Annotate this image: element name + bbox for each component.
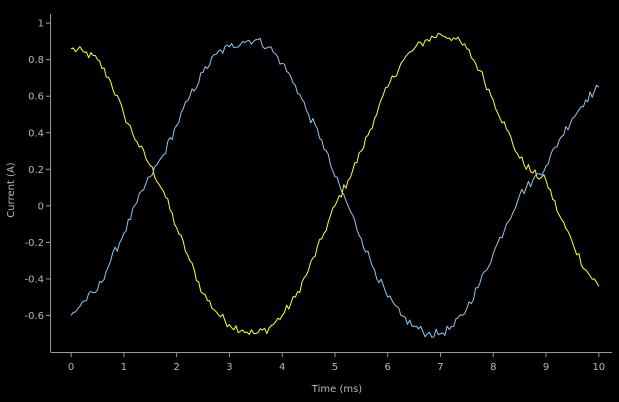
- y-tick-label: 0.8: [28, 55, 44, 66]
- y-tick-label: 0.4: [28, 128, 44, 139]
- x-tick-label: 3: [226, 362, 232, 373]
- x-tick-label: 0: [68, 362, 74, 373]
- y-tick-label: 0.2: [28, 165, 44, 176]
- x-tick-label: 4: [279, 362, 285, 373]
- y-ticks: -0.6 -0.4 -0.2 0 0.2 0.4 0.6 0.8 1: [24, 19, 50, 322]
- x-tick-label: 8: [490, 362, 496, 373]
- series-line-2: [70, 37, 600, 338]
- y-tick-label: -0.4: [24, 274, 44, 285]
- y-tick-label: -0.2: [24, 238, 44, 249]
- x-ticks: 0 1 2 3 4 5 6 7 8 9 10: [68, 352, 605, 373]
- x-tick-label: 7: [437, 362, 443, 373]
- y-tick-label: 1: [38, 19, 44, 30]
- x-tick-label: 10: [592, 362, 605, 373]
- x-tick-label: 2: [173, 362, 179, 373]
- x-tick-label: 1: [121, 362, 127, 373]
- x-tick-label: 9: [543, 362, 549, 373]
- y-axis-title: Current (A): [6, 162, 17, 217]
- axes: [50, 14, 612, 353]
- x-tick-label: 6: [385, 362, 391, 373]
- x-tick-label: 5: [332, 362, 338, 373]
- x-axis-title: Time (ms): [311, 384, 363, 395]
- y-tick-label: 0.6: [28, 92, 44, 103]
- series-layer: [70, 32, 600, 338]
- series-line-1: [70, 32, 600, 335]
- y-tick-label: 0: [38, 201, 44, 212]
- y-tick-label: -0.6: [24, 311, 44, 322]
